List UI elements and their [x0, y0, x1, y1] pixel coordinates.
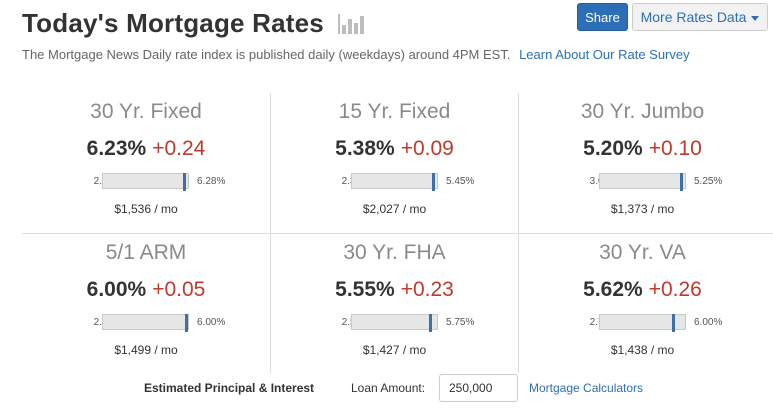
range-high: 6.00% [197, 317, 226, 328]
rate-card-15yr-fixed: 15 Yr. Fixed 5.38%+0.09 2.37% 5.45% $2,0… [270, 93, 518, 233]
share-button[interactable]: Share [577, 3, 628, 31]
range-track [599, 173, 686, 191]
rate-card-30yr-fixed: 30 Yr. Fixed 6.23%+0.24 2.92% 6.28% $1,5… [22, 93, 270, 233]
range-marker [432, 173, 436, 191]
rate-title[interactable]: 30 Yr. VA [599, 241, 686, 264]
caret-down-icon [751, 15, 760, 21]
page-title: Today's Mortgage Rates [22, 7, 324, 38]
range-marker [680, 173, 684, 191]
monthly-payment: $1,536 / mo [114, 202, 178, 216]
rate-title[interactable]: 30 Yr. Fixed [90, 100, 202, 123]
more-rates-data-label: More Rates Data [640, 9, 747, 25]
rate-title[interactable]: 30 Yr. Jumbo [580, 100, 705, 123]
monthly-payment: $1,373 / mo [610, 202, 675, 216]
rate-change: +0.24 [152, 137, 206, 160]
more-rates-data-dropdown[interactable]: More Rates Data [632, 3, 768, 31]
range-track [351, 173, 438, 191]
rate-value: 6.00% [86, 278, 147, 301]
range-high: 5.75% [446, 317, 475, 328]
rate-title[interactable]: 5/1 ARM [105, 241, 187, 264]
rate-range: 2.92% 6.28% [22, 173, 270, 191]
monthly-payment: $1,427 / mo [362, 343, 427, 357]
rate-change: +0.09 [400, 137, 454, 160]
rate-value: 6.23% [86, 137, 147, 160]
payment-footer: Estimated Principal & Interest Loan Amou… [0, 374, 773, 402]
rate-range: 3.03% 5.25% [519, 173, 766, 191]
rate-line: 5.55% +0.23 [271, 278, 518, 302]
rate-change: +0.23 [400, 278, 454, 301]
page-header: Today's Mortgage Rates [22, 6, 364, 40]
monthly-payment: $1,438 / mo [610, 343, 675, 357]
rate-range: 2.37% 5.45% [271, 173, 518, 191]
rates-row: 5/1 ARM 6.00%+0.05 2.58% 6.00% $1,499 / … [22, 233, 773, 373]
range-track [102, 173, 189, 191]
range-marker [672, 314, 676, 332]
range-track [351, 314, 438, 332]
rate-change: +0.05 [152, 278, 206, 301]
rate-title[interactable]: 30 Yr. FHA [343, 241, 446, 264]
mortgage-calculators-link[interactable]: Mortgage Calculators [529, 381, 644, 395]
range-marker [429, 314, 433, 332]
rate-range: 2.70% 6.00% [519, 314, 766, 332]
rate-change: +0.26 [648, 278, 702, 301]
range-high: 5.45% [446, 176, 475, 187]
range-high: 6.28% [197, 176, 226, 187]
rate-line: 5.62% +0.26 [519, 278, 766, 302]
rates-grid: 30 Yr. Fixed 6.23%+0.24 2.92% 6.28% $1,5… [22, 93, 773, 373]
page-subtitle: The Mortgage News Daily rate index is pu… [22, 47, 690, 62]
rate-range: 2.57% 5.75% [271, 314, 518, 332]
range-high: 6.00% [694, 317, 723, 328]
range-track [599, 314, 686, 332]
subtitle-text: The Mortgage News Daily rate index is pu… [22, 47, 511, 62]
rate-value: 5.62% [583, 278, 643, 301]
estimate-label: Estimated Principal & Interest [144, 381, 315, 395]
rate-card-30yr-fha: 30 Yr. FHA 5.55%+0.23 2.57% 5.75% $1,427… [270, 234, 518, 373]
rate-value: 5.38% [335, 137, 395, 160]
rate-line: 5.20% +0.10 [519, 137, 766, 161]
range-marker [183, 173, 187, 191]
rate-card-30yr-va: 30 Yr. VA 5.62%+0.26 2.70% 6.00% $1,438 … [518, 234, 766, 373]
range-marker [185, 314, 188, 332]
loan-amount-label: Loan Amount: [351, 381, 426, 395]
bar-chart-icon[interactable] [337, 12, 364, 34]
rate-card-5-1-arm: 5/1 ARM 6.00%+0.05 2.58% 6.00% $1,499 / … [22, 234, 270, 373]
rate-line: 6.00% +0.05 [22, 278, 270, 302]
range-high: 5.25% [694, 176, 723, 187]
rate-value: 5.55% [335, 278, 395, 301]
rate-range: 2.58% 6.00% [22, 314, 270, 332]
monthly-payment: $1,499 / mo [114, 343, 178, 357]
rate-value: 5.20% [583, 137, 643, 160]
rate-change: +0.10 [648, 137, 702, 160]
rate-survey-link[interactable]: Learn About Our Rate Survey [519, 47, 690, 62]
rates-row: 30 Yr. Fixed 6.23%+0.24 2.92% 6.28% $1,5… [22, 93, 773, 233]
loan-amount-input[interactable] [439, 374, 518, 402]
rate-card-30yr-jumbo: 30 Yr. Jumbo 5.20%+0.10 3.03% 5.25% $1,3… [518, 93, 766, 233]
monthly-payment: $2,027 / mo [362, 202, 427, 216]
rate-title[interactable]: 15 Yr. Fixed [338, 100, 451, 123]
rate-line: 6.23% +0.24 [22, 137, 270, 161]
range-track [102, 314, 189, 332]
rate-line: 5.38% +0.09 [271, 137, 518, 161]
